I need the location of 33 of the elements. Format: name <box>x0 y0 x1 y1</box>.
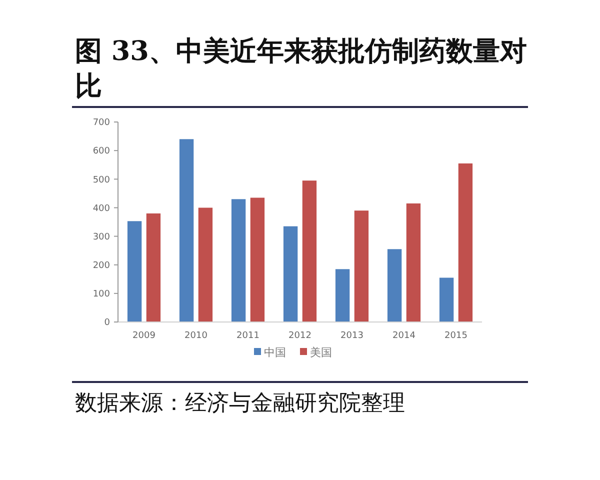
y-tick-label: 700 <box>92 118 110 128</box>
x-tick-label: 2012 <box>288 331 312 341</box>
y-tick-label: 600 <box>92 146 110 157</box>
x-tick-label: 2013 <box>340 331 364 341</box>
bar <box>387 249 402 322</box>
bar <box>458 163 473 322</box>
legend-label: 中国 <box>264 346 286 359</box>
source-note: 数据来源：经济与金融研究院整理 <box>75 390 406 418</box>
bar <box>179 139 194 322</box>
bar <box>302 180 317 322</box>
x-tick-label: 2010 <box>184 331 208 341</box>
y-tick-label: 200 <box>92 261 110 272</box>
bar <box>127 221 142 322</box>
x-tick-label: 2011 <box>236 331 260 341</box>
bar <box>354 210 369 322</box>
bar <box>146 213 161 322</box>
x-tick-label: 2014 <box>392 331 416 341</box>
bar <box>439 278 454 322</box>
chart-title: 图 33、中美近年来获批仿制药数量对比 <box>75 35 528 104</box>
bar <box>283 226 298 322</box>
bar <box>198 208 213 322</box>
y-tick-label: 400 <box>92 204 110 214</box>
bar <box>250 198 265 322</box>
bar <box>231 199 246 322</box>
y-tick-label: 300 <box>92 232 110 242</box>
y-tick-label: 100 <box>92 290 110 300</box>
y-tick-label: 500 <box>92 175 110 186</box>
y-tick-label: 0 <box>104 318 110 328</box>
x-tick-label: 2009 <box>132 331 156 341</box>
bar <box>406 203 421 322</box>
x-tick-label: 2015 <box>444 331 468 341</box>
bar <box>335 269 350 322</box>
legend-label: 美国 <box>310 346 332 359</box>
